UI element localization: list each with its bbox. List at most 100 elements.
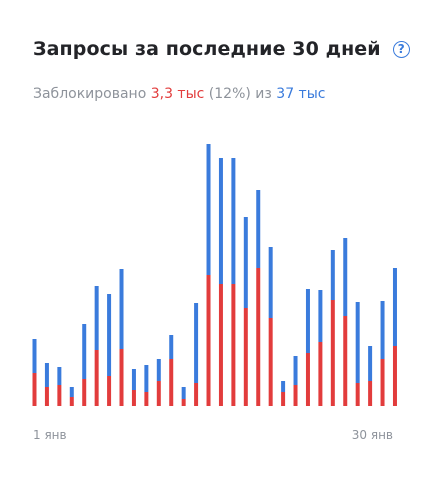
bar-allowed-24 xyxy=(318,290,323,342)
bar-day-14[interactable] xyxy=(194,303,199,406)
bar-allowed-21 xyxy=(281,381,286,392)
bar-day-30[interactable] xyxy=(392,268,397,406)
bar-day-20[interactable] xyxy=(268,247,273,406)
bar-allowed-20 xyxy=(268,247,273,318)
bar-allowed-25 xyxy=(330,250,335,300)
bar-day-10[interactable] xyxy=(144,365,149,406)
bar-allowed-30 xyxy=(392,268,397,346)
bar-blocked-26 xyxy=(343,316,348,406)
bar-day-26[interactable] xyxy=(343,238,348,406)
bar-blocked-3 xyxy=(57,385,62,406)
x-axis-end-label: 30 янв xyxy=(351,428,393,442)
title-row: Запросы за последние 30 дней ? xyxy=(33,38,410,60)
bar-allowed-10 xyxy=(144,365,149,392)
bar-day-8[interactable] xyxy=(119,269,124,406)
bar-blocked-29 xyxy=(380,359,385,406)
bar-day-29[interactable] xyxy=(380,301,385,406)
bar-allowed-11 xyxy=(156,359,161,381)
chart-title: Запросы за последние 30 дней xyxy=(33,38,381,60)
bar-day-2[interactable] xyxy=(44,363,49,406)
bar-day-15[interactable] xyxy=(206,144,211,406)
bar-allowed-14 xyxy=(194,303,199,383)
x-axis-start-label: 1 янв xyxy=(33,428,67,442)
bar-allowed-16 xyxy=(218,158,223,284)
bar-blocked-27 xyxy=(355,383,360,406)
total-count: 37 тыс xyxy=(276,86,326,102)
bar-blocked-21 xyxy=(281,392,286,406)
blocked-percent: (12%) xyxy=(208,86,251,102)
bar-blocked-4 xyxy=(69,397,74,406)
blocked-count: 3,3 тыс xyxy=(150,86,205,102)
bar-day-25[interactable] xyxy=(330,250,335,406)
bar-day-1[interactable] xyxy=(32,339,37,406)
bar-allowed-12 xyxy=(169,335,174,359)
bar-day-7[interactable] xyxy=(107,294,112,406)
bar-day-27[interactable] xyxy=(355,302,360,406)
bar-blocked-19 xyxy=(256,268,261,406)
bar-day-5[interactable] xyxy=(82,324,87,406)
bar-day-3[interactable] xyxy=(57,367,62,406)
bar-day-9[interactable] xyxy=(131,369,136,406)
bar-blocked-5 xyxy=(82,379,87,406)
bar-allowed-22 xyxy=(293,356,298,385)
bar-blocked-14 xyxy=(194,383,199,406)
bar-allowed-17 xyxy=(231,158,236,284)
bar-day-28[interactable] xyxy=(368,346,373,406)
bar-day-18[interactable] xyxy=(243,217,248,406)
bar-blocked-10 xyxy=(144,392,149,406)
bar-day-17[interactable] xyxy=(231,158,236,406)
bar-day-16[interactable] xyxy=(218,158,223,406)
bar-blocked-23 xyxy=(305,353,310,406)
bar-blocked-7 xyxy=(107,376,112,406)
bar-blocked-6 xyxy=(94,350,99,406)
bar-blocked-1 xyxy=(32,373,37,406)
bar-blocked-18 xyxy=(243,308,248,406)
bar-day-6[interactable] xyxy=(94,286,99,406)
bar-day-11[interactable] xyxy=(156,359,161,406)
bar-blocked-11 xyxy=(156,381,161,406)
bar-blocked-9 xyxy=(131,390,136,406)
bar-day-24[interactable] xyxy=(318,290,323,406)
bar-allowed-13 xyxy=(181,387,186,399)
bar-allowed-27 xyxy=(355,302,360,383)
bar-day-22[interactable] xyxy=(293,356,298,406)
bar-blocked-15 xyxy=(206,275,211,406)
bar-allowed-5 xyxy=(82,324,87,379)
summary-prefix: Заблокировано xyxy=(33,86,147,102)
bar-day-4[interactable] xyxy=(69,387,74,406)
bar-allowed-23 xyxy=(305,289,310,353)
bar-allowed-15 xyxy=(206,144,211,275)
bar-allowed-28 xyxy=(368,346,373,381)
bar-allowed-4 xyxy=(69,387,74,397)
bar-allowed-26 xyxy=(343,238,348,316)
bar-allowed-18 xyxy=(243,217,248,308)
bar-day-21[interactable] xyxy=(281,381,286,406)
bar-day-23[interactable] xyxy=(305,289,310,406)
question-circle-icon[interactable]: ? xyxy=(392,40,410,58)
summary-line: Заблокировано 3,3 тыс (12%) из 37 тыс xyxy=(33,86,325,102)
bar-blocked-2 xyxy=(44,387,49,406)
bar-day-12[interactable] xyxy=(169,335,174,406)
bar-blocked-25 xyxy=(330,300,335,406)
bar-allowed-8 xyxy=(119,269,124,349)
bar-allowed-29 xyxy=(380,301,385,359)
bar-blocked-20 xyxy=(268,318,273,406)
bar-blocked-8 xyxy=(119,349,124,406)
bar-blocked-22 xyxy=(293,385,298,406)
bar-blocked-13 xyxy=(181,399,186,406)
bar-allowed-19 xyxy=(256,190,261,268)
bar-blocked-30 xyxy=(392,346,397,406)
bar-blocked-28 xyxy=(368,381,373,406)
bar-allowed-7 xyxy=(107,294,112,376)
summary-middle: из xyxy=(255,86,272,102)
bar-allowed-1 xyxy=(32,339,37,373)
bar-allowed-6 xyxy=(94,286,99,350)
bar-blocked-17 xyxy=(231,284,236,406)
bar-allowed-3 xyxy=(57,367,62,385)
bar-allowed-9 xyxy=(131,369,136,390)
bar-blocked-24 xyxy=(318,342,323,406)
bar-day-13[interactable] xyxy=(181,387,186,406)
bar-day-19[interactable] xyxy=(256,190,261,406)
